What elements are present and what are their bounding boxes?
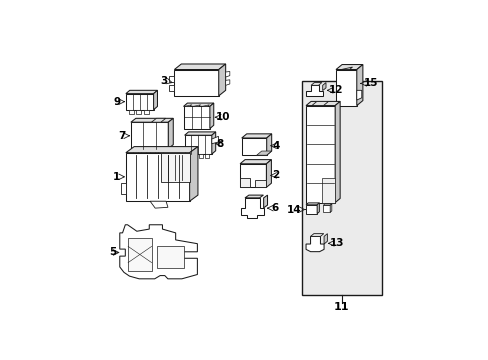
Polygon shape bbox=[186, 154, 190, 158]
Polygon shape bbox=[125, 94, 153, 110]
Polygon shape bbox=[335, 69, 356, 105]
Text: 3: 3 bbox=[160, 76, 167, 86]
Polygon shape bbox=[209, 103, 213, 129]
Polygon shape bbox=[323, 204, 331, 205]
Polygon shape bbox=[323, 205, 329, 212]
Polygon shape bbox=[311, 102, 328, 105]
Polygon shape bbox=[335, 64, 362, 69]
Text: 8: 8 bbox=[216, 139, 224, 149]
Polygon shape bbox=[240, 159, 271, 164]
Polygon shape bbox=[317, 203, 319, 214]
Polygon shape bbox=[356, 64, 362, 105]
Polygon shape bbox=[189, 147, 198, 201]
Polygon shape bbox=[202, 105, 209, 107]
Polygon shape bbox=[266, 134, 271, 155]
Polygon shape bbox=[184, 132, 215, 135]
Polygon shape bbox=[329, 204, 331, 212]
Text: 7: 7 bbox=[118, 131, 125, 141]
Polygon shape bbox=[184, 105, 191, 107]
Polygon shape bbox=[305, 237, 324, 252]
Polygon shape bbox=[205, 154, 208, 158]
Polygon shape bbox=[193, 105, 200, 107]
Polygon shape bbox=[174, 69, 218, 96]
Text: 14: 14 bbox=[286, 204, 301, 215]
Polygon shape bbox=[240, 164, 266, 187]
Polygon shape bbox=[244, 195, 263, 198]
Polygon shape bbox=[157, 246, 183, 268]
Polygon shape bbox=[125, 90, 157, 94]
Polygon shape bbox=[183, 103, 213, 107]
Polygon shape bbox=[141, 149, 146, 153]
Polygon shape bbox=[120, 225, 197, 279]
Polygon shape bbox=[241, 138, 266, 155]
Polygon shape bbox=[174, 64, 225, 69]
Text: 15: 15 bbox=[364, 78, 378, 89]
Polygon shape bbox=[241, 198, 263, 218]
Polygon shape bbox=[356, 90, 361, 100]
Text: 6: 6 bbox=[271, 203, 278, 213]
Text: 5: 5 bbox=[109, 247, 116, 257]
Text: 11: 11 bbox=[333, 302, 349, 311]
Polygon shape bbox=[150, 201, 167, 208]
Polygon shape bbox=[158, 149, 163, 153]
Bar bbox=[301, 81, 381, 296]
Polygon shape bbox=[256, 151, 271, 155]
Polygon shape bbox=[183, 107, 209, 129]
Polygon shape bbox=[193, 154, 197, 158]
Polygon shape bbox=[324, 234, 327, 244]
Polygon shape bbox=[168, 118, 173, 149]
Polygon shape bbox=[266, 159, 271, 187]
Polygon shape bbox=[151, 118, 165, 122]
Polygon shape bbox=[128, 110, 133, 114]
Polygon shape bbox=[169, 85, 174, 91]
Polygon shape bbox=[199, 154, 203, 158]
Polygon shape bbox=[121, 183, 125, 194]
Polygon shape bbox=[128, 238, 151, 270]
Polygon shape bbox=[125, 147, 198, 153]
Polygon shape bbox=[322, 178, 334, 203]
Polygon shape bbox=[184, 135, 211, 154]
Polygon shape bbox=[211, 136, 218, 144]
Polygon shape bbox=[131, 122, 168, 149]
Text: 1: 1 bbox=[112, 172, 120, 182]
Text: 2: 2 bbox=[272, 170, 279, 180]
Polygon shape bbox=[240, 178, 249, 187]
Polygon shape bbox=[169, 76, 174, 82]
Polygon shape bbox=[254, 180, 266, 187]
Polygon shape bbox=[225, 80, 229, 85]
Text: 13: 13 bbox=[329, 238, 344, 248]
Polygon shape bbox=[334, 102, 340, 203]
Text: 4: 4 bbox=[272, 141, 279, 151]
Polygon shape bbox=[161, 153, 189, 182]
Polygon shape bbox=[305, 102, 340, 105]
Polygon shape bbox=[211, 132, 215, 154]
Polygon shape bbox=[144, 110, 149, 114]
Polygon shape bbox=[263, 195, 267, 208]
Polygon shape bbox=[131, 118, 173, 122]
Polygon shape bbox=[310, 82, 321, 85]
Polygon shape bbox=[136, 110, 141, 114]
Polygon shape bbox=[310, 234, 323, 237]
Text: 12: 12 bbox=[328, 85, 343, 95]
Polygon shape bbox=[218, 64, 225, 96]
Text: 10: 10 bbox=[216, 112, 230, 122]
Polygon shape bbox=[125, 153, 189, 201]
Polygon shape bbox=[305, 205, 317, 214]
Polygon shape bbox=[241, 134, 271, 138]
Text: 9: 9 bbox=[113, 97, 120, 107]
Polygon shape bbox=[153, 90, 157, 110]
Polygon shape bbox=[305, 85, 322, 96]
Polygon shape bbox=[341, 67, 352, 69]
Polygon shape bbox=[305, 105, 334, 203]
Polygon shape bbox=[225, 72, 229, 77]
Polygon shape bbox=[305, 203, 319, 205]
Polygon shape bbox=[322, 82, 325, 91]
Polygon shape bbox=[133, 149, 138, 153]
Polygon shape bbox=[149, 149, 154, 153]
